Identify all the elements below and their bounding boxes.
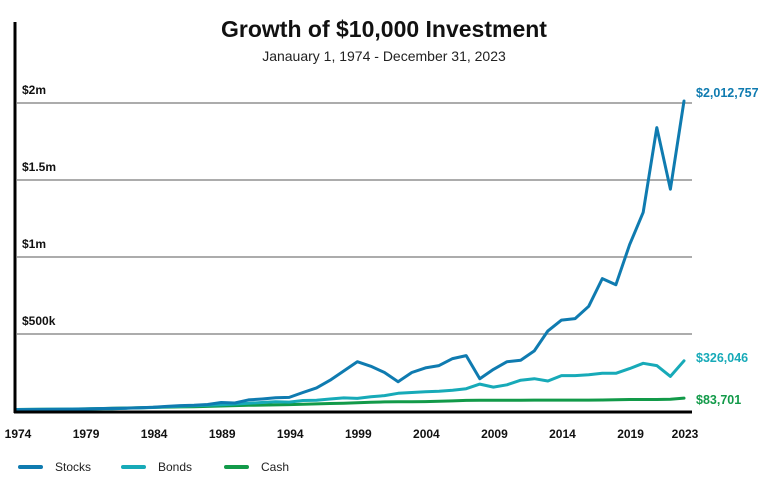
end-label-cash: $83,701 (696, 393, 741, 407)
legend-label: Cash (261, 460, 290, 474)
x-tick-label: 2014 (549, 427, 576, 441)
legend-item-stocks: Stocks (18, 460, 121, 474)
y-tick-label: $1m (22, 237, 46, 251)
x-tick-label: 2004 (413, 427, 440, 441)
legend-swatch (18, 465, 43, 469)
legend-swatch (224, 465, 249, 469)
legend-item-cash: Cash (224, 460, 327, 474)
x-tick-label: 1999 (345, 427, 372, 441)
legend-label: Bonds (158, 460, 193, 474)
x-tick-label: 1979 (73, 427, 100, 441)
legend-swatch (121, 465, 146, 469)
x-tick-label: 1994 (277, 427, 304, 441)
chart-title: Growth of $10,000 Investment (221, 16, 547, 42)
end-label-stocks: $2,012,757 (696, 86, 759, 100)
legend-label: Stocks (55, 460, 92, 474)
x-tick-label: 2019 (617, 427, 644, 441)
x-tick-label: 2009 (481, 427, 508, 441)
x-tick-label: 2023 (672, 427, 699, 441)
chart-subtitle: Janauary 1, 1974 - December 31, 2023 (262, 48, 506, 64)
y-tick-label: $1.5m (22, 160, 56, 174)
x-tick-label: 1989 (209, 427, 236, 441)
y-tick-label: $2m (22, 83, 46, 97)
x-tick-label: 1974 (5, 427, 32, 441)
y-tick-label: $500k (22, 314, 56, 328)
legend-item-bonds: Bonds (121, 460, 224, 474)
x-tick-label: 1984 (141, 427, 168, 441)
legend: Stocks Bonds Cash (18, 460, 327, 474)
end-label-bonds: $326,046 (696, 351, 748, 365)
series-line-stocks (15, 99, 686, 412)
